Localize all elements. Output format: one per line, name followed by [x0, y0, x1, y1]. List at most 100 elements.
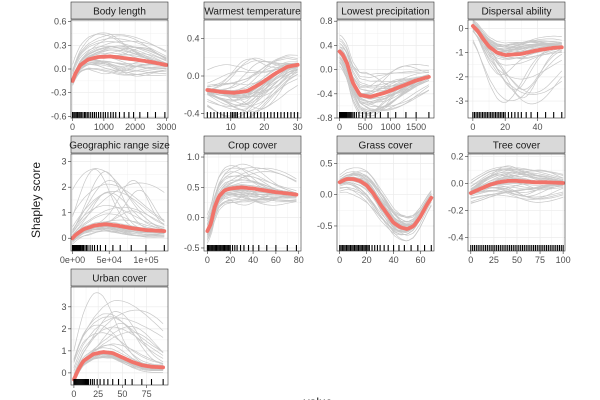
- individual-curve: [73, 347, 164, 377]
- y-tick-label: 0.4: [320, 40, 333, 50]
- y-tick-label: -1: [455, 48, 463, 58]
- y-tick-label: 0.0: [320, 65, 333, 75]
- y-tick-label: 1.0: [187, 152, 200, 162]
- curves-group: [205, 54, 300, 118]
- rug-group: [73, 379, 164, 385]
- individual-curve: [72, 61, 167, 85]
- individual-curve: [72, 47, 167, 80]
- x-tick-label: 25: [489, 255, 499, 265]
- strip-title: Warmest temperature: [204, 7, 301, 18]
- individual-curve: [207, 167, 297, 215]
- curves-group: [470, 20, 564, 105]
- y-tick-label: 3: [61, 302, 66, 312]
- individual-curve: [339, 34, 429, 75]
- individual-curve: [72, 192, 165, 234]
- individual-curve: [72, 35, 167, 79]
- rug-group: [206, 245, 297, 251]
- y-tick-label: 0.4: [187, 34, 200, 44]
- individual-curve: [207, 193, 297, 235]
- y-tick-label: -0.4: [317, 89, 333, 99]
- y-tick-label: 0.0: [187, 71, 200, 81]
- y-tick-label: 0: [61, 368, 66, 378]
- individual-curve: [339, 174, 432, 222]
- individual-curve: [470, 193, 564, 200]
- strip-title: Grass cover: [359, 141, 414, 152]
- panel-border: [336, 19, 435, 119]
- x-tick-label: 20: [362, 255, 372, 265]
- x-tick-label: 20: [259, 122, 269, 132]
- individual-curve: [72, 37, 167, 72]
- x-tick-label: 0e+00: [60, 255, 85, 265]
- y-tick-label: -3: [455, 96, 463, 106]
- gridlines: [71, 287, 168, 385]
- rug-group: [206, 112, 299, 118]
- rug-group: [339, 245, 432, 251]
- x-tick-label: 40: [248, 255, 258, 265]
- panel-border: [336, 153, 435, 252]
- individual-curve: [72, 213, 165, 238]
- x-tick-label: 1500: [406, 122, 426, 132]
- mean-curve: [468, 178, 565, 196]
- individual-curve: [470, 182, 564, 199]
- panel-warmest-temperature: Warmest temperature -0.4 0.0 0.4 10 20 30: [184, 1, 303, 132]
- y-tick-label: 0.6: [54, 17, 67, 27]
- y-tick-label: 3: [61, 157, 66, 167]
- strip-title: Lowest precipitation: [341, 7, 429, 18]
- strip-title: Urban cover: [92, 274, 147, 285]
- curves-group: [468, 165, 565, 204]
- y-tick-label: 0.0: [187, 213, 200, 223]
- strip-background: [70, 1, 169, 20]
- curves-group: [71, 168, 167, 245]
- strip-title: Tree cover: [493, 141, 541, 152]
- x-tick-label: 80: [294, 255, 304, 265]
- individual-curve: [339, 38, 429, 78]
- y-tick-label: -0.8: [317, 113, 333, 123]
- x-tick-label: 0: [337, 122, 342, 132]
- strip-background: [336, 1, 435, 20]
- individual-curve: [72, 183, 165, 221]
- x-tick-label: 0: [470, 122, 475, 132]
- individual-curve: [470, 167, 564, 191]
- x-tick-label: 0: [70, 122, 75, 132]
- panel-grass-cover: Grass cover -0.5 0.0 0.5 0 20 40 60: [317, 135, 435, 265]
- x-tick-label: 1000: [94, 122, 114, 132]
- y-tick-label: -0.4: [448, 233, 464, 243]
- strip-background: [70, 135, 169, 154]
- individual-curve: [207, 67, 298, 107]
- strip-background: [467, 135, 566, 154]
- y-tick-label: -2: [455, 72, 463, 82]
- y-tick-label: 1: [61, 346, 66, 356]
- x-tick-label: 100: [556, 255, 571, 265]
- individual-curve: [72, 45, 167, 75]
- y-tick-label: 1: [61, 208, 66, 218]
- x-tick-label: 0: [205, 255, 210, 265]
- individual-curve: [207, 69, 298, 112]
- x-tick-label: 75: [535, 255, 545, 265]
- individual-curve: [470, 175, 564, 192]
- curves-group: [71, 32, 168, 86]
- curves-group: [337, 167, 434, 242]
- strip-title: Body length: [93, 7, 146, 18]
- y-tick-label: 0.5: [320, 158, 333, 168]
- individual-curve: [207, 196, 297, 244]
- individual-curve: [472, 25, 563, 94]
- individual-curve: [339, 58, 430, 113]
- x-tick-label: 20: [500, 122, 510, 132]
- mean-curve: [337, 177, 434, 231]
- x-tick-label: 40: [389, 255, 399, 265]
- y-tick-label: -0.5: [317, 221, 333, 231]
- rug-group: [470, 245, 564, 251]
- individual-curve: [73, 311, 164, 378]
- rug-group: [339, 112, 430, 118]
- mean-curve: [470, 24, 564, 57]
- individual-curve: [207, 58, 298, 90]
- mean-curve: [72, 350, 166, 382]
- x-tick-label: 25: [93, 389, 103, 399]
- panel-lowest-precipitation: Lowest precipitation -0.8 -0.4 0.0 0.4 0.8 0 50…: [317, 1, 435, 132]
- individual-curve: [207, 85, 298, 113]
- curves-group: [205, 163, 299, 244]
- individual-curve: [339, 167, 432, 219]
- y-tick-label: 2: [61, 324, 66, 334]
- y-tick-label: 0.8: [320, 16, 333, 26]
- individual-curve: [470, 184, 564, 203]
